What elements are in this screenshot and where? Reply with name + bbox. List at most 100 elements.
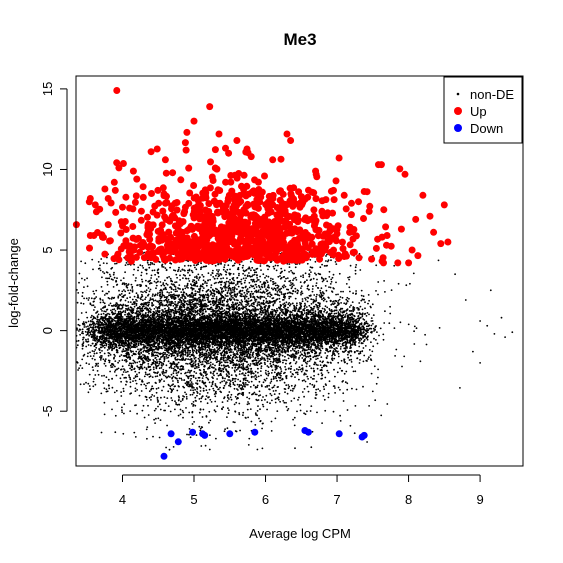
non-de-point: [106, 349, 109, 351]
non-de-point: [99, 351, 102, 354]
non-de-point: [329, 309, 331, 312]
non-de-point: [260, 313, 263, 316]
non-de-point: [266, 360, 269, 363]
non-de-point: [354, 343, 356, 346]
non-de-point: [308, 360, 311, 362]
non-de-point: [312, 341, 315, 343]
non-de-point: [240, 299, 243, 301]
non-de-point: [323, 310, 325, 313]
non-de-point: [160, 364, 163, 366]
non-de-point: [315, 341, 318, 343]
non-de-point: [278, 355, 281, 358]
non-de-point: [365, 315, 368, 317]
non-de-point: [383, 322, 386, 324]
non-de-point: [111, 308, 114, 311]
non-de-point: [122, 348, 125, 351]
non-de-point: [318, 341, 320, 343]
non-de-point: [345, 343, 347, 346]
non-de-point: [184, 297, 186, 300]
non-de-point: [281, 314, 283, 317]
non-de-point: [310, 303, 313, 305]
non-de-point: [371, 320, 374, 322]
non-de-point: [351, 320, 354, 323]
non-de-point: [90, 316, 92, 319]
non-de-point: [104, 310, 107, 313]
non-de-point: [319, 349, 322, 352]
non-de-point: [114, 310, 117, 312]
non-de-point: [162, 351, 165, 354]
non-de-point: [109, 302, 112, 305]
non-de-point: [335, 320, 338, 322]
non-de-point: [103, 346, 106, 349]
non-de-point: [91, 366, 94, 369]
non-de-point: [358, 362, 361, 364]
y-axis-label: log-fold-change: [6, 238, 21, 328]
non-de-point: [224, 289, 227, 292]
non-de-point: [87, 344, 90, 346]
non-de-point: [281, 354, 284, 357]
non-de-point: [358, 302, 361, 304]
non-de-point: [363, 339, 366, 341]
non-de-point: [131, 290, 134, 293]
non-de-point: [361, 350, 363, 353]
non-de-point: [349, 354, 352, 357]
non-de-point: [341, 342, 344, 345]
non-de-point: [330, 309, 333, 311]
non-de-point: [301, 298, 304, 300]
non-de-point: [325, 289, 328, 292]
non-de-point: [144, 371, 147, 374]
non-de-point: [283, 306, 285, 308]
non-de-point: [157, 387, 160, 389]
non-de-point: [365, 320, 368, 323]
non-de-point: [138, 305, 141, 308]
non-de-point: [126, 351, 128, 353]
non-de-point: [129, 296, 132, 299]
non-de-point: [348, 319, 350, 322]
non-de-point: [114, 360, 117, 362]
non-de-point: [136, 365, 139, 368]
non-de-point: [109, 354, 112, 356]
non-de-point: [363, 340, 365, 343]
non-de-point: [337, 315, 340, 317]
non-de-point: [259, 281, 262, 283]
non-de-point: [347, 351, 349, 353]
non-de-point: [89, 320, 92, 322]
non-de-point: [139, 309, 142, 311]
non-de-point: [361, 314, 364, 316]
non-de-point: [313, 294, 316, 296]
non-de-point: [321, 347, 324, 350]
non-de-point: [351, 342, 354, 344]
non-de-point: [257, 375, 260, 378]
non-de-point: [109, 345, 112, 348]
non-de-point: [372, 323, 374, 325]
non-de-point: [187, 358, 190, 361]
non-de-point: [155, 316, 158, 318]
non-de-point: [335, 309, 338, 312]
non-de-point: [295, 343, 297, 346]
non-de-point: [89, 302, 92, 305]
non-de-point: [82, 341, 85, 343]
non-de-point: [304, 302, 306, 305]
non-de-point: [86, 316, 89, 319]
non-de-point: [370, 317, 373, 319]
non-de-point: [92, 330, 95, 333]
non-de-point: [358, 345, 361, 348]
x-axis-label: Average log CPM: [249, 526, 351, 541]
non-de-point: [331, 291, 334, 293]
non-de-point: [147, 363, 150, 365]
non-de-point: [201, 351, 204, 354]
non-de-point: [347, 320, 350, 323]
non-de-point: [226, 286, 228, 289]
non-de-point: [372, 327, 375, 330]
non-de-point: [343, 302, 346, 305]
non-de-point: [312, 285, 314, 288]
points-layer: [72, 87, 514, 460]
non-de-point: [370, 341, 372, 344]
non-de-point: [321, 366, 323, 369]
non-de-point: [295, 279, 298, 281]
non-de-point: [97, 362, 99, 365]
non-de-point: [379, 327, 382, 330]
non-de-point: [172, 367, 175, 370]
non-de-point: [240, 363, 243, 366]
non-de-point: [91, 350, 94, 352]
